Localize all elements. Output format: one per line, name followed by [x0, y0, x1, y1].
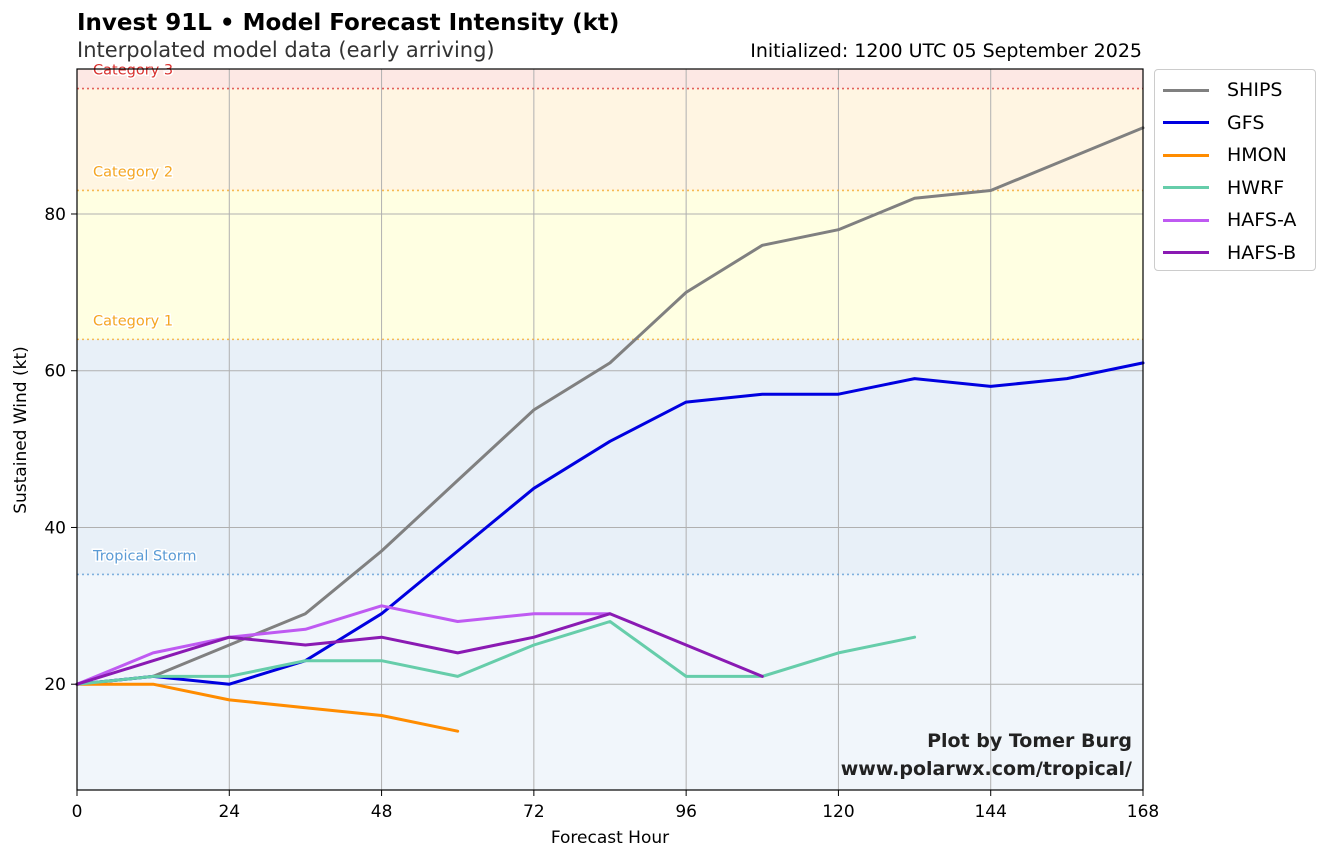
- legend-item-hmon: HMON: [1163, 139, 1307, 172]
- category-band-0: [77, 574, 1143, 790]
- initialized-time: Initialized: 1200 UTC 05 September 2025: [750, 40, 1142, 62]
- threshold-label-category-1: Category 1: [93, 313, 173, 329]
- x-axis-label: Forecast Hour: [551, 828, 669, 848]
- legend-item-gfs: GFS: [1163, 107, 1307, 140]
- threshold-label-tropical-storm: Tropical Storm: [92, 548, 197, 564]
- plot-frame: [76, 68, 1144, 791]
- series-lines: [75, 126, 1145, 733]
- legend-swatch-hwrf: [1163, 186, 1209, 190]
- legend-swatch-hafs-b: [1163, 251, 1209, 255]
- legend-label-hmon: HMON: [1227, 144, 1287, 167]
- x-tick-label-24: 24: [218, 802, 240, 822]
- y-axis-label: Sustained Wind (kt): [11, 346, 31, 514]
- x-tick-label-72: 72: [523, 802, 545, 822]
- legend-label-hafs-a: HAFS-A: [1227, 209, 1297, 232]
- legend-swatch-hafs-a: [1163, 218, 1209, 222]
- category-band-4: [77, 69, 1143, 89]
- series-line-hwrf: [75, 620, 917, 686]
- threshold-label-category-3: Category 3: [93, 63, 173, 79]
- category-bands: [77, 69, 1143, 790]
- x-axis-ticks: 0 24 48 72 96 120 144 168: [72, 790, 1159, 822]
- y-tick-label-80: 80: [44, 205, 66, 225]
- legend-swatch-gfs: [1163, 121, 1209, 125]
- y-tick-label-60: 60: [44, 362, 66, 382]
- threshold-label-category-2: Category 2: [93, 164, 173, 180]
- legend-item-hafs-a: HAFS-A: [1163, 204, 1307, 237]
- chart-subtitle: Interpolated model data (early arriving): [77, 38, 495, 62]
- series-line-hmon: [75, 682, 460, 733]
- grid-lines: [77, 69, 1143, 790]
- credit-author: Plot by Tomer Burg: [927, 730, 1132, 752]
- chart-title: Invest 91L • Model Forecast Intensity (k…: [77, 10, 620, 36]
- series-line-hafs-b: [75, 612, 764, 686]
- legend-item-ships: SHIPS: [1163, 74, 1307, 107]
- y-tick-label-40: 40: [44, 518, 66, 538]
- legend-label-ships: SHIPS: [1227, 79, 1283, 102]
- legend-label-hafs-b: HAFS-B: [1227, 241, 1297, 264]
- category-band-1: [77, 339, 1143, 575]
- x-tick-label-48: 48: [371, 802, 393, 822]
- x-tick-label-96: 96: [675, 802, 697, 822]
- x-tick-label-0: 0: [72, 802, 83, 822]
- legend-item-hafs-b: HAFS-B: [1163, 237, 1307, 270]
- category-band-2: [77, 190, 1143, 340]
- category-thresholds: Tropical Storm Category 1 Category 2 Catego…: [77, 61, 1143, 576]
- x-tick-label-144: 144: [974, 802, 1006, 822]
- series-line-gfs: [75, 361, 1145, 686]
- x-tick-label-168: 168: [1127, 802, 1159, 822]
- series-line-hafs-a: [75, 604, 612, 686]
- legend-swatch-ships: [1163, 88, 1209, 92]
- y-tick-label-20: 20: [44, 675, 66, 695]
- legend-label-hwrf: HWRF: [1227, 176, 1285, 199]
- credit-url: www.polarwx.com/tropical/: [840, 758, 1132, 780]
- legend-label-gfs: GFS: [1227, 111, 1265, 134]
- category-band-3: [77, 88, 1143, 191]
- y-axis-ticks: 20 40 60 80: [44, 205, 77, 695]
- x-tick-label-120: 120: [822, 802, 854, 822]
- chart-legend: SHIPS GFS HMON HWRF HAFS-A HAFS-B: [1154, 69, 1316, 271]
- legend-item-hwrf: HWRF: [1163, 172, 1307, 205]
- legend-swatch-hmon: [1163, 153, 1209, 157]
